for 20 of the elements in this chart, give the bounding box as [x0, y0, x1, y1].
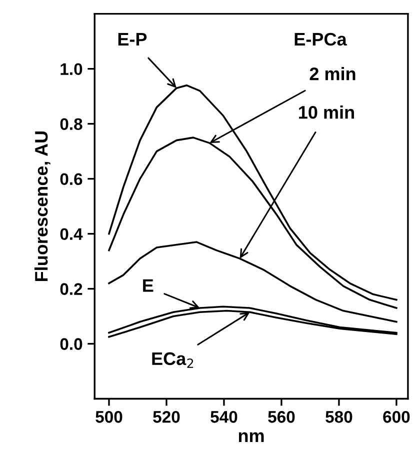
x-tick-label: 560 [268, 411, 295, 423]
x-tick-label: 540 [210, 411, 238, 423]
x-tick-label: 520 [153, 411, 180, 423]
y-tick-label: 1.0 [60, 63, 82, 76]
x-tick-label: 580 [326, 411, 352, 423]
annotation: 2 min [310, 67, 356, 80]
annotation: E-P [118, 33, 147, 46]
y-tick-label: 0.2 [60, 283, 82, 295]
annotation: 10 min [299, 106, 354, 119]
annotation: E-PCa [294, 32, 347, 46]
annotation: ECa$_{2}$ [152, 352, 194, 368]
y-axis-title: Fluorescence, AU [34, 131, 50, 282]
y-tick-label: 0.6 [60, 173, 82, 186]
y-tick-label: 0.4 [60, 228, 83, 240]
annotation: E [143, 279, 154, 292]
x-axis-title: nm [238, 432, 264, 442]
x-tick-label: 500 [96, 411, 122, 423]
x-tick-label: 600 [383, 411, 410, 423]
y-tick-label: 0.8 [60, 118, 82, 130]
y-tick-label: 0.0 [60, 338, 82, 350]
